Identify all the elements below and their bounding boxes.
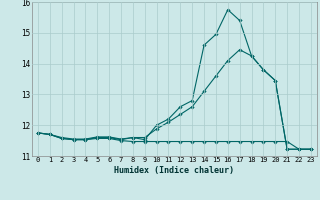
X-axis label: Humidex (Indice chaleur): Humidex (Indice chaleur)	[115, 166, 234, 175]
